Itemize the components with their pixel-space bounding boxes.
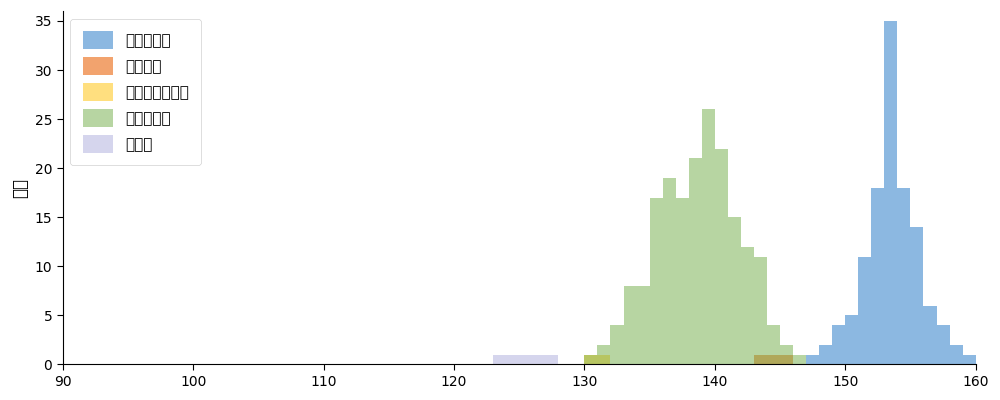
- Bar: [754, 355, 767, 364]
- Bar: [767, 355, 780, 364]
- Bar: [545, 355, 558, 364]
- Bar: [897, 188, 910, 364]
- Bar: [754, 256, 767, 364]
- Bar: [493, 355, 506, 364]
- Bar: [610, 325, 624, 364]
- Bar: [884, 21, 897, 364]
- Bar: [937, 325, 950, 364]
- Bar: [741, 247, 754, 364]
- Bar: [584, 355, 597, 364]
- Bar: [950, 345, 963, 364]
- Bar: [923, 306, 937, 364]
- Bar: [506, 355, 519, 364]
- Bar: [597, 355, 610, 364]
- Bar: [597, 345, 610, 364]
- Bar: [871, 188, 884, 364]
- Bar: [689, 158, 702, 364]
- Bar: [532, 355, 545, 364]
- Bar: [832, 325, 845, 364]
- Bar: [845, 315, 858, 364]
- Bar: [637, 286, 650, 364]
- Bar: [650, 198, 663, 364]
- Bar: [780, 345, 793, 364]
- Bar: [767, 325, 780, 364]
- Y-axis label: 球数: 球数: [11, 178, 29, 198]
- Bar: [858, 256, 871, 364]
- Bar: [676, 198, 689, 364]
- Legend: ストレート, フォーク, チェンジアップ, スライダー, カーブ: ストレート, フォーク, チェンジアップ, スライダー, カーブ: [70, 19, 201, 165]
- Bar: [976, 355, 989, 364]
- Bar: [663, 178, 676, 364]
- Bar: [584, 355, 597, 364]
- Bar: [910, 227, 923, 364]
- Bar: [624, 286, 637, 364]
- Bar: [780, 355, 793, 364]
- Bar: [728, 217, 741, 364]
- Bar: [519, 355, 532, 364]
- Bar: [715, 148, 728, 364]
- Bar: [806, 355, 819, 364]
- Bar: [963, 355, 976, 364]
- Bar: [819, 345, 832, 364]
- Bar: [793, 355, 806, 364]
- Bar: [702, 109, 715, 364]
